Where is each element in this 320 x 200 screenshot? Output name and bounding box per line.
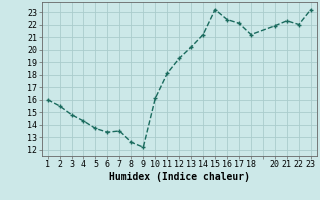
X-axis label: Humidex (Indice chaleur): Humidex (Indice chaleur) [109,172,250,182]
